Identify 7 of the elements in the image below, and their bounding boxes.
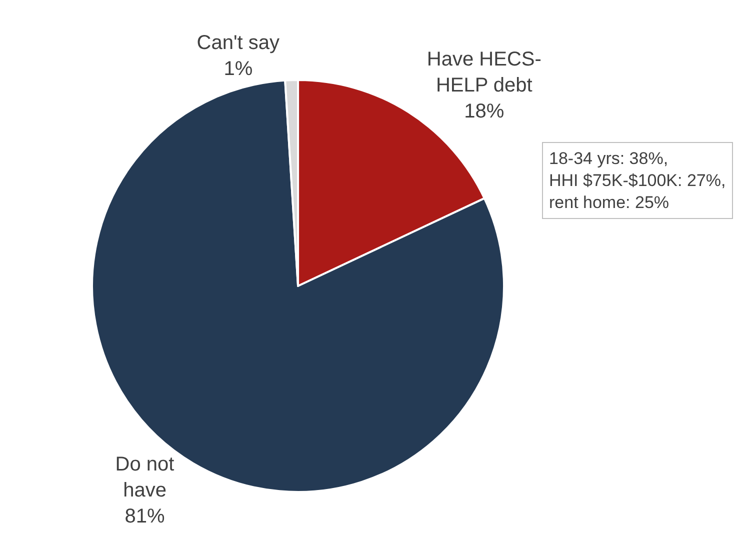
slice-label: Have HECS-HELP debt: [426, 48, 542, 97]
slice-label: Do not have: [115, 454, 175, 502]
slice-label: Can't say: [196, 32, 280, 54]
data-label: 81%: [124, 506, 165, 528]
data-label: 18%: [464, 100, 504, 123]
data-label: 1%: [224, 58, 253, 80]
text: 18-34 yrs: 38%, HHI $75K-$100K: 27%, rent home: 25%: [549, 149, 726, 212]
